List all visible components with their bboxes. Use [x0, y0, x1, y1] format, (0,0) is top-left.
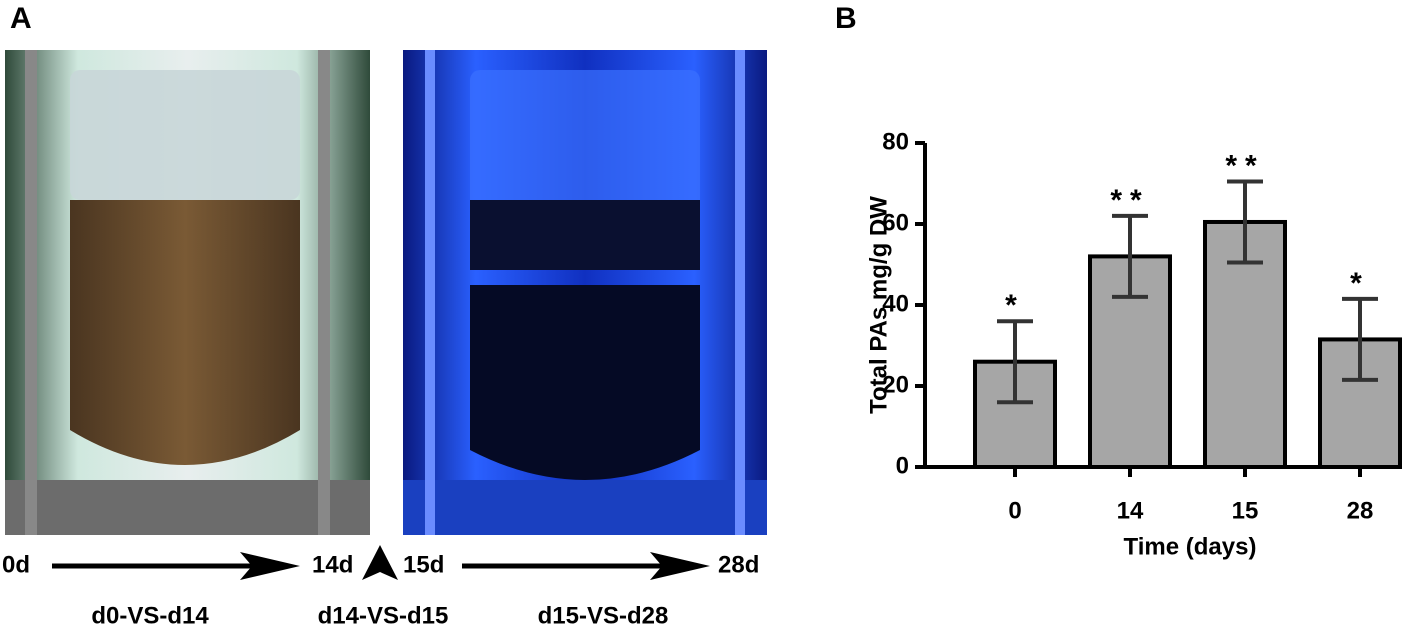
- y-axis-label: Total PAs mg/g DW: [865, 196, 892, 414]
- photo-blue-reactor: [403, 50, 767, 535]
- y-tick-label: 60: [882, 209, 909, 236]
- photo-brown-reactor: [5, 50, 370, 535]
- day-label: 0d: [2, 551, 30, 578]
- y-tick-label: 0: [896, 452, 909, 479]
- x-tick-label: 28: [1347, 497, 1374, 524]
- phase-label: d0-VS-d14: [91, 602, 209, 629]
- phase-label: d15-VS-d28: [538, 602, 669, 629]
- phase-label: d14-VS-d15: [318, 602, 449, 629]
- y-tick-label: 20: [882, 371, 909, 398]
- x-tick-label: 14: [1117, 497, 1144, 524]
- x-tick-label: 0: [1008, 497, 1021, 524]
- day-label: 14d: [312, 551, 353, 578]
- day-label: 28d: [718, 551, 759, 578]
- x-tick-label: 15: [1232, 497, 1259, 524]
- panel-label: A: [10, 2, 32, 35]
- significance-mark: **: [1225, 149, 1264, 182]
- significance-mark: *: [1005, 289, 1025, 322]
- significance-mark: *: [1350, 267, 1370, 300]
- panel-label: B: [835, 2, 857, 35]
- y-tick-label: 80: [882, 128, 909, 155]
- timeline-arrows: [52, 545, 710, 580]
- y-tick-label: 40: [882, 290, 909, 317]
- x-axis-label: Time (days): [1124, 533, 1257, 560]
- significance-mark: **: [1110, 184, 1149, 217]
- bar: [1203, 219, 1287, 469]
- day-label: 15d: [403, 551, 444, 578]
